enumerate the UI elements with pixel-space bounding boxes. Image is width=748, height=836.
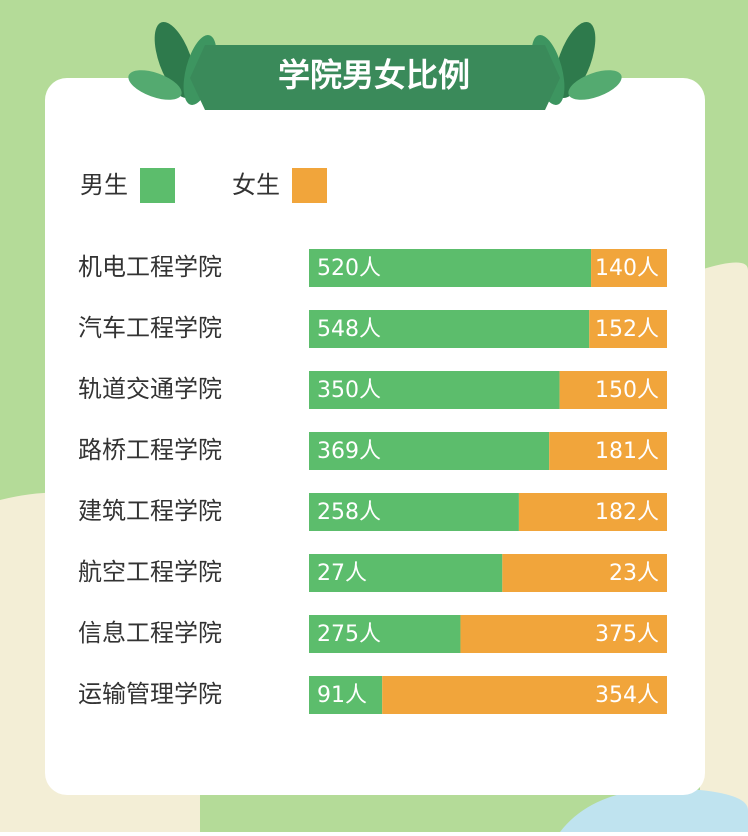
category-label: 运输管理学院 (78, 680, 222, 708)
value-label: 520人 (317, 256, 381, 281)
bar-segment (309, 493, 519, 531)
category-label: 汽车工程学院 (78, 314, 222, 342)
chart-title: 学院男女比例 (278, 56, 470, 94)
bar-segment (589, 310, 667, 348)
bar-segment (591, 249, 667, 287)
value-label: 91人 (317, 683, 367, 708)
value-label: 369人 (317, 439, 381, 464)
decoration (560, 788, 748, 832)
category-label: 航空工程学院 (78, 558, 222, 586)
bar-segment (559, 371, 667, 409)
bar-segment (382, 676, 667, 714)
bar-segment (309, 249, 592, 287)
category-label: 信息工程学院 (78, 619, 222, 647)
value-label: 150人 (595, 378, 659, 403)
value-label: 182人 (595, 500, 659, 525)
value-label: 354人 (595, 683, 659, 708)
category-label: 轨道交通学院 (78, 375, 222, 403)
category-label: 路桥工程学院 (78, 436, 222, 464)
bar-segment (309, 371, 560, 409)
legend-swatch (292, 168, 327, 203)
value-label: 152人 (595, 317, 659, 342)
value-label: 275人 (317, 622, 381, 647)
bar-segment (549, 432, 667, 470)
title-banner (190, 45, 560, 110)
value-label: 140人 (595, 256, 659, 281)
legend-label: 女生 (232, 171, 280, 199)
value-label: 375人 (595, 622, 659, 647)
category-label: 建筑工程学院 (78, 497, 222, 525)
value-label: 258人 (317, 500, 381, 525)
bar-segment (502, 554, 667, 592)
bar-segment (309, 310, 590, 348)
bar-segment (309, 676, 383, 714)
value-label: 181人 (595, 439, 659, 464)
bar-segment (460, 615, 667, 653)
value-label: 548人 (317, 317, 381, 342)
legend-swatch (140, 168, 175, 203)
bar-segment (518, 493, 667, 531)
decoration (700, 262, 748, 832)
category-label: 机电工程学院 (78, 253, 222, 281)
legend-label: 男生 (80, 171, 128, 199)
bar-segment (309, 554, 503, 592)
value-label: 23人 (609, 561, 659, 586)
bar-segment (309, 432, 550, 470)
value-label: 27人 (317, 561, 367, 586)
bar-segment (309, 615, 461, 653)
value-label: 350人 (317, 378, 381, 403)
